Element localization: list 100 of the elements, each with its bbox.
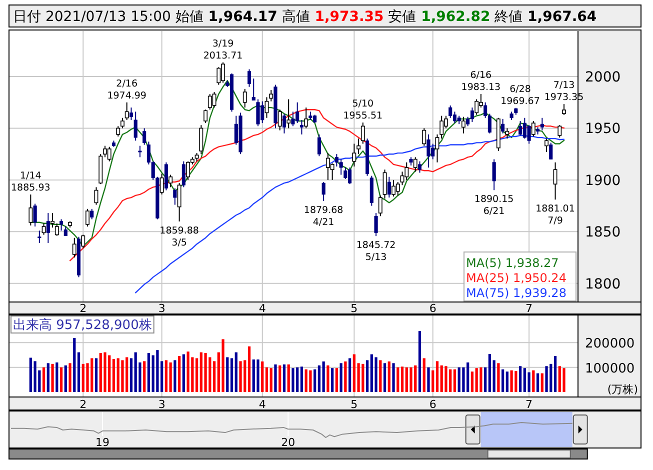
candlestick	[142, 128, 146, 146]
bar	[506, 372, 508, 392]
bar	[432, 370, 434, 392]
annotation: 1859.88 3/5	[160, 225, 199, 248]
bar	[248, 346, 251, 392]
annotation: 2/16 1974.99	[107, 78, 146, 102]
candlestick	[252, 78, 256, 101]
bar	[212, 361, 216, 392]
candlestick	[134, 111, 138, 142]
bar	[239, 361, 242, 392]
bar	[501, 369, 504, 392]
bar	[64, 365, 67, 392]
text: MA(75) 1,939.28	[466, 286, 566, 300]
candlestick	[413, 156, 418, 172]
candlestick	[518, 120, 522, 136]
candlestick	[400, 171, 404, 186]
candlestick	[374, 212, 378, 237]
candlestick	[160, 173, 164, 195]
bar	[278, 365, 282, 392]
bar	[68, 363, 72, 392]
bar	[528, 372, 530, 392]
bar	[540, 373, 544, 392]
bar	[256, 359, 260, 392]
bar	[60, 367, 63, 392]
bar	[480, 367, 482, 392]
bar	[94, 358, 98, 392]
bar	[56, 362, 58, 392]
bar	[34, 361, 36, 392]
bar	[51, 364, 54, 392]
bar	[436, 361, 439, 392]
bar	[444, 366, 448, 392]
bar	[130, 358, 133, 392]
candlestick	[186, 160, 190, 180]
x-tick-label: 20	[281, 436, 296, 449]
candlestick	[339, 158, 343, 176]
bar	[309, 370, 312, 392]
candlestick	[282, 113, 286, 134]
bar	[340, 363, 342, 392]
x-tick-label: 7	[526, 398, 533, 411]
candlestick	[387, 176, 391, 198]
candlestick	[204, 109, 208, 124]
candlestick	[216, 66, 221, 86]
candlestick	[562, 104, 566, 116]
bar	[400, 366, 404, 392]
candlestick	[199, 124, 204, 155]
bar	[396, 367, 400, 392]
bar	[470, 372, 474, 392]
bar	[156, 350, 159, 392]
bar	[383, 363, 386, 392]
candlestick	[396, 182, 400, 196]
bar	[186, 352, 190, 392]
bar	[427, 367, 430, 392]
annotation: 1890.15 6/21	[474, 194, 514, 218]
bar	[261, 361, 264, 392]
bar	[287, 364, 290, 392]
candlestick	[278, 109, 282, 131]
candlestick	[129, 107, 133, 120]
candlestick	[168, 174, 173, 188]
y-tick-label: 1950	[585, 121, 621, 138]
candlestick	[173, 188, 177, 206]
candlestick	[164, 162, 168, 191]
candlestick	[138, 145, 142, 158]
bar	[195, 358, 198, 392]
candlestick	[356, 138, 361, 155]
bar	[121, 360, 124, 392]
candlestick	[501, 118, 505, 134]
candlestick	[212, 92, 216, 108]
bar	[226, 357, 229, 392]
candlestick	[182, 160, 186, 188]
x-tick-label: 7	[526, 302, 533, 315]
candlestick	[38, 230, 42, 244]
bar	[497, 363, 500, 392]
candlestick	[322, 182, 326, 202]
bar	[46, 363, 50, 392]
bar	[453, 369, 456, 392]
chart-title: 日付 2021/07/13 15:00 始値 1,964.17 高値 1,973.35 安値 1,962.82 終値 1,967.64	[13, 9, 597, 25]
x-tick-label: 4	[258, 398, 266, 411]
y-axis-title: (万株)	[607, 383, 638, 396]
annotation: 6/28 1969.67	[500, 84, 540, 107]
candlestick	[90, 208, 94, 220]
candlestick	[461, 116, 466, 134]
bar	[169, 362, 172, 392]
y-tick-label: 200000	[585, 336, 635, 352]
bar	[518, 366, 522, 392]
bar	[545, 366, 548, 392]
bar	[379, 360, 382, 392]
x-tick-label: 2	[80, 398, 87, 411]
x-tick-label: 6	[429, 302, 436, 315]
bar	[42, 367, 46, 392]
bar	[182, 354, 185, 392]
bar	[282, 364, 286, 392]
candlestick	[317, 134, 321, 157]
x-tick-label: 3	[158, 302, 166, 315]
candlestick	[286, 98, 291, 129]
bar	[536, 373, 540, 392]
x-tick-label: 6	[429, 398, 436, 411]
candlestick	[247, 68, 252, 88]
bar	[392, 363, 395, 392]
bar	[366, 360, 369, 392]
candlestick	[378, 194, 382, 217]
